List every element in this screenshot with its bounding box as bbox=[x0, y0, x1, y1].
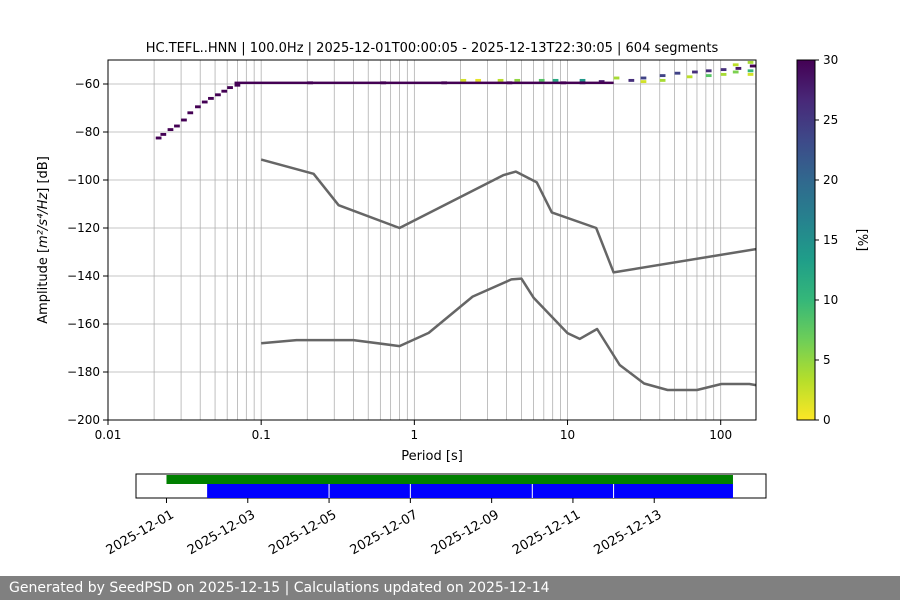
heatmap-cell bbox=[674, 71, 681, 75]
heatmap-cell bbox=[167, 128, 174, 132]
heatmap-cell bbox=[686, 75, 693, 79]
heatmap-cell bbox=[201, 100, 208, 104]
heatmap-band bbox=[234, 81, 614, 84]
heatmap-cell bbox=[227, 86, 233, 90]
y-tick-label: −80 bbox=[75, 125, 100, 139]
heatmap-cell bbox=[514, 78, 521, 82]
y-tick-label: −120 bbox=[67, 221, 100, 235]
psd-heatmap bbox=[155, 60, 756, 140]
heatmap-cell bbox=[705, 69, 712, 73]
x-axis-label: Period [s] bbox=[401, 449, 463, 464]
timeline-bars bbox=[166, 475, 733, 498]
timeline-bar-green bbox=[166, 475, 733, 484]
x-tick-label: 0.1 bbox=[252, 428, 271, 442]
low-noise-model-line bbox=[261, 277, 756, 392]
heatmap-cell bbox=[720, 72, 727, 76]
heatmap-cell bbox=[747, 72, 754, 76]
colorbar-tick-label: 0 bbox=[823, 413, 831, 427]
heatmap-cell bbox=[613, 76, 620, 80]
heatmap-cell bbox=[475, 78, 482, 82]
y-tick-label: −200 bbox=[67, 413, 100, 427]
colorbar bbox=[796, 59, 816, 421]
heatmap-cell bbox=[195, 105, 201, 109]
colorbar-tick-label: 20 bbox=[823, 173, 838, 187]
grid-lines bbox=[107, 60, 756, 421]
timeline-tick-label: 2025-12-01 bbox=[104, 507, 177, 558]
colorbar-label: [%] bbox=[854, 229, 869, 252]
y-tick-label: −140 bbox=[67, 269, 100, 283]
y-tick-label: −60 bbox=[75, 77, 100, 91]
heatmap-cell bbox=[155, 136, 162, 140]
timeline-ticks: 2025-12-01 2025-12-03 2025-12-05 2025-12-07… bbox=[104, 498, 664, 558]
heatmap-cell bbox=[579, 78, 586, 82]
high-noise-model-line bbox=[260, 158, 756, 274]
heatmap-cell bbox=[747, 69, 754, 73]
y-tick-label: −160 bbox=[67, 317, 100, 331]
heatmap-cell bbox=[552, 78, 559, 82]
heatmap-cell bbox=[208, 96, 214, 100]
heatmap-cell bbox=[640, 76, 647, 80]
x-tick-label: 10 bbox=[560, 428, 575, 442]
heatmap-cell bbox=[174, 124, 180, 128]
colorbar-tick-label: 15 bbox=[823, 233, 838, 247]
x-tick-label: 0.01 bbox=[95, 428, 122, 442]
heatmap-cell bbox=[215, 93, 221, 97]
timeline-tick-label: 2025-12-11 bbox=[510, 507, 583, 558]
heatmap-cell bbox=[538, 78, 545, 82]
heatmap-cell bbox=[460, 78, 467, 82]
colorbar-tick-label: 25 bbox=[823, 113, 838, 127]
timeline-tick-label: 2025-12-03 bbox=[185, 507, 258, 558]
heatmap-cell bbox=[749, 64, 756, 68]
heatmap-cell bbox=[659, 78, 666, 82]
y-tick-label: −100 bbox=[67, 173, 100, 187]
heatmap-cell bbox=[732, 70, 739, 74]
heatmap-cell bbox=[497, 78, 504, 82]
plot-frame bbox=[107, 59, 757, 421]
colorbar-ticks: 0 5 10 15 20 25 30 bbox=[815, 53, 838, 427]
timeline-tick-label: 2025-12-13 bbox=[591, 507, 664, 558]
colorbar-tick-label: 10 bbox=[823, 293, 838, 307]
timeline-tick-label: 2025-12-05 bbox=[266, 507, 339, 558]
heatmap-cell bbox=[732, 63, 739, 67]
x-axis-ticks: 0.01 0.1 1 10 100 bbox=[95, 420, 732, 442]
heatmap-cell bbox=[692, 70, 698, 74]
y-axis-label: Amplitude [m²/s⁴/Hz] [dB] bbox=[36, 156, 51, 324]
heatmap-cell bbox=[720, 68, 727, 72]
timeline-tick-label: 2025-12-09 bbox=[429, 507, 502, 558]
heatmap-cell bbox=[181, 118, 187, 122]
x-tick-label: 1 bbox=[411, 428, 419, 442]
x-tick-label: 100 bbox=[709, 428, 732, 442]
heatmap-cell bbox=[640, 80, 647, 84]
footer-status: Generated by SeedPSD on 2025-12-15 | Cal… bbox=[0, 576, 900, 600]
heatmap-cell bbox=[221, 89, 228, 93]
timeline-bar-blue bbox=[207, 484, 733, 498]
heatmap-cell bbox=[234, 83, 241, 87]
colorbar-tick-label: 30 bbox=[823, 53, 838, 67]
noise-model-lines bbox=[260, 158, 756, 392]
chart-title: HC.TEFL..HNN | 100.0Hz | 2025-12-01T00:0… bbox=[146, 41, 719, 56]
timeline-tick-label: 2025-12-07 bbox=[348, 507, 421, 558]
heatmap-cell bbox=[187, 111, 194, 115]
heatmap-cell bbox=[705, 74, 712, 78]
colorbar-tick-label: 5 bbox=[823, 353, 831, 367]
heatmap-cell bbox=[747, 60, 754, 64]
heatmap-cell bbox=[160, 132, 167, 136]
heatmap-cell bbox=[659, 74, 666, 78]
heatmap-cell bbox=[735, 66, 742, 70]
heatmap-cell bbox=[628, 78, 635, 82]
y-axis-ticks: −60 −80 −100 −120 −140 −160 −180 −200 bbox=[67, 77, 108, 427]
y-tick-label: −180 bbox=[67, 365, 100, 379]
